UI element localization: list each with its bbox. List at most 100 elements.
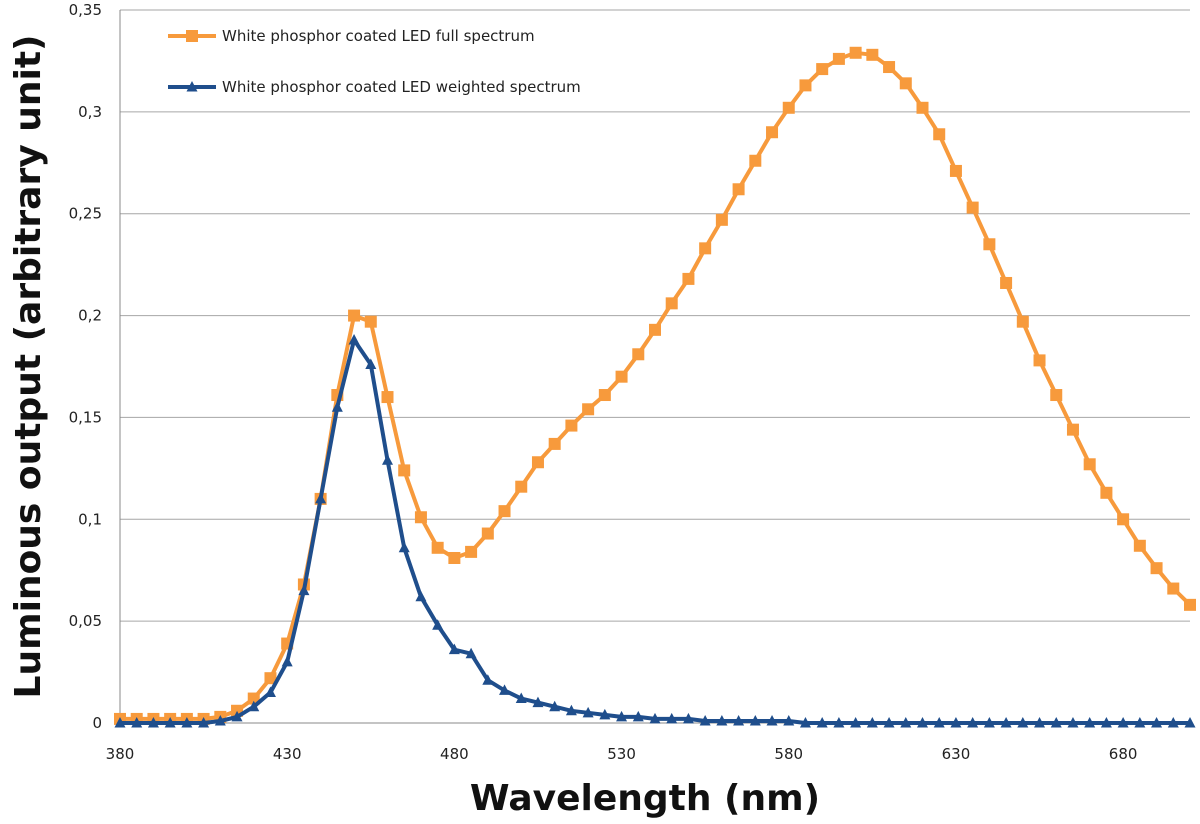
data-point xyxy=(849,46,862,59)
data-point xyxy=(365,358,377,369)
data-point xyxy=(364,315,377,328)
data-point xyxy=(1134,717,1146,728)
y-tick-label: 0,35 xyxy=(69,1,102,19)
y-tick-label: 0 xyxy=(92,714,102,732)
data-point xyxy=(816,717,828,728)
data-point xyxy=(883,717,895,728)
data-point xyxy=(1100,486,1113,499)
data-point xyxy=(315,492,327,504)
data-point xyxy=(1050,717,1062,728)
data-point xyxy=(1150,562,1163,575)
series-1 xyxy=(114,46,1196,725)
data-point xyxy=(231,710,243,722)
data-point xyxy=(281,655,293,667)
data-point xyxy=(348,309,361,322)
data-point xyxy=(783,714,795,726)
data-point xyxy=(465,545,478,558)
legend: White phosphor coated LED full spectrum W… xyxy=(168,27,581,96)
data-point xyxy=(615,370,628,383)
legend-item: White phosphor coated LED full spectrum xyxy=(168,27,535,45)
data-point xyxy=(1066,423,1079,436)
data-point xyxy=(967,717,979,728)
data-point xyxy=(414,511,427,524)
data-point xyxy=(181,717,193,728)
data-point xyxy=(900,717,912,728)
data-point xyxy=(515,480,528,493)
data-point xyxy=(382,454,393,465)
data-point xyxy=(983,717,995,728)
data-point xyxy=(415,590,427,602)
y-tick-label: 0,2 xyxy=(78,307,102,325)
data-point xyxy=(331,401,343,412)
data-point xyxy=(1167,717,1179,728)
data-point xyxy=(799,717,811,728)
data-point xyxy=(264,686,276,697)
y-axis-title: Luminous output (arbitrary unit) xyxy=(8,35,49,699)
y-tick-label: 0,15 xyxy=(69,408,102,426)
x-tick-label: 480 xyxy=(440,745,469,763)
data-point xyxy=(565,419,578,432)
data-point xyxy=(649,323,661,336)
series-group xyxy=(114,46,1196,728)
data-point xyxy=(548,437,561,450)
data-point xyxy=(966,201,979,214)
data-point xyxy=(147,717,159,728)
data-point xyxy=(114,717,126,728)
data-point xyxy=(1084,717,1096,728)
data-point xyxy=(448,551,461,564)
data-point xyxy=(481,527,494,540)
data-point xyxy=(666,712,678,724)
data-point xyxy=(632,710,644,722)
data-point xyxy=(983,238,996,251)
data-point xyxy=(264,672,277,685)
data-point xyxy=(1083,458,1096,471)
data-point xyxy=(1016,315,1029,328)
data-point xyxy=(866,48,879,61)
data-point xyxy=(1050,389,1063,402)
data-point xyxy=(766,714,778,726)
x-tick-label: 680 xyxy=(1109,745,1138,763)
data-point xyxy=(1184,598,1196,611)
data-point xyxy=(515,692,527,704)
data-point xyxy=(1017,717,1029,728)
data-point xyxy=(1000,717,1012,728)
series-line xyxy=(118,50,1192,721)
data-point xyxy=(531,456,544,469)
data-point xyxy=(699,242,712,255)
legend-item: White phosphor coated LED weighted spect… xyxy=(168,78,581,96)
data-point xyxy=(1117,717,1129,728)
data-point xyxy=(933,128,946,141)
data-point xyxy=(214,714,226,726)
data-point xyxy=(1000,276,1013,289)
data-point xyxy=(917,717,928,728)
data-point xyxy=(1067,717,1079,728)
x-tick-label: 630 xyxy=(942,745,971,763)
data-point xyxy=(1167,582,1180,595)
data-point xyxy=(916,101,929,114)
x-axis-title: Wavelength (nm) xyxy=(470,778,820,819)
data-point xyxy=(248,700,260,712)
y-tick-label: 0,25 xyxy=(69,205,102,223)
data-point xyxy=(749,714,761,726)
data-point xyxy=(348,334,360,345)
data-point xyxy=(933,717,945,728)
data-point xyxy=(949,164,962,177)
legend-label: White phosphor coated LED weighted spect… xyxy=(222,78,581,96)
data-point xyxy=(799,79,812,92)
data-point xyxy=(715,213,728,226)
data-point xyxy=(1034,717,1046,728)
data-point xyxy=(599,708,611,720)
data-point xyxy=(632,348,645,361)
data-point xyxy=(665,297,678,310)
data-point xyxy=(782,101,795,114)
data-point xyxy=(381,391,394,404)
data-point xyxy=(833,717,845,728)
data-point xyxy=(899,77,912,90)
data-point xyxy=(186,30,198,42)
data-point xyxy=(431,541,444,554)
data-point xyxy=(832,52,845,65)
x-tick-label: 430 xyxy=(273,745,302,763)
data-point xyxy=(465,647,477,659)
x-tick-label: 380 xyxy=(106,745,135,763)
